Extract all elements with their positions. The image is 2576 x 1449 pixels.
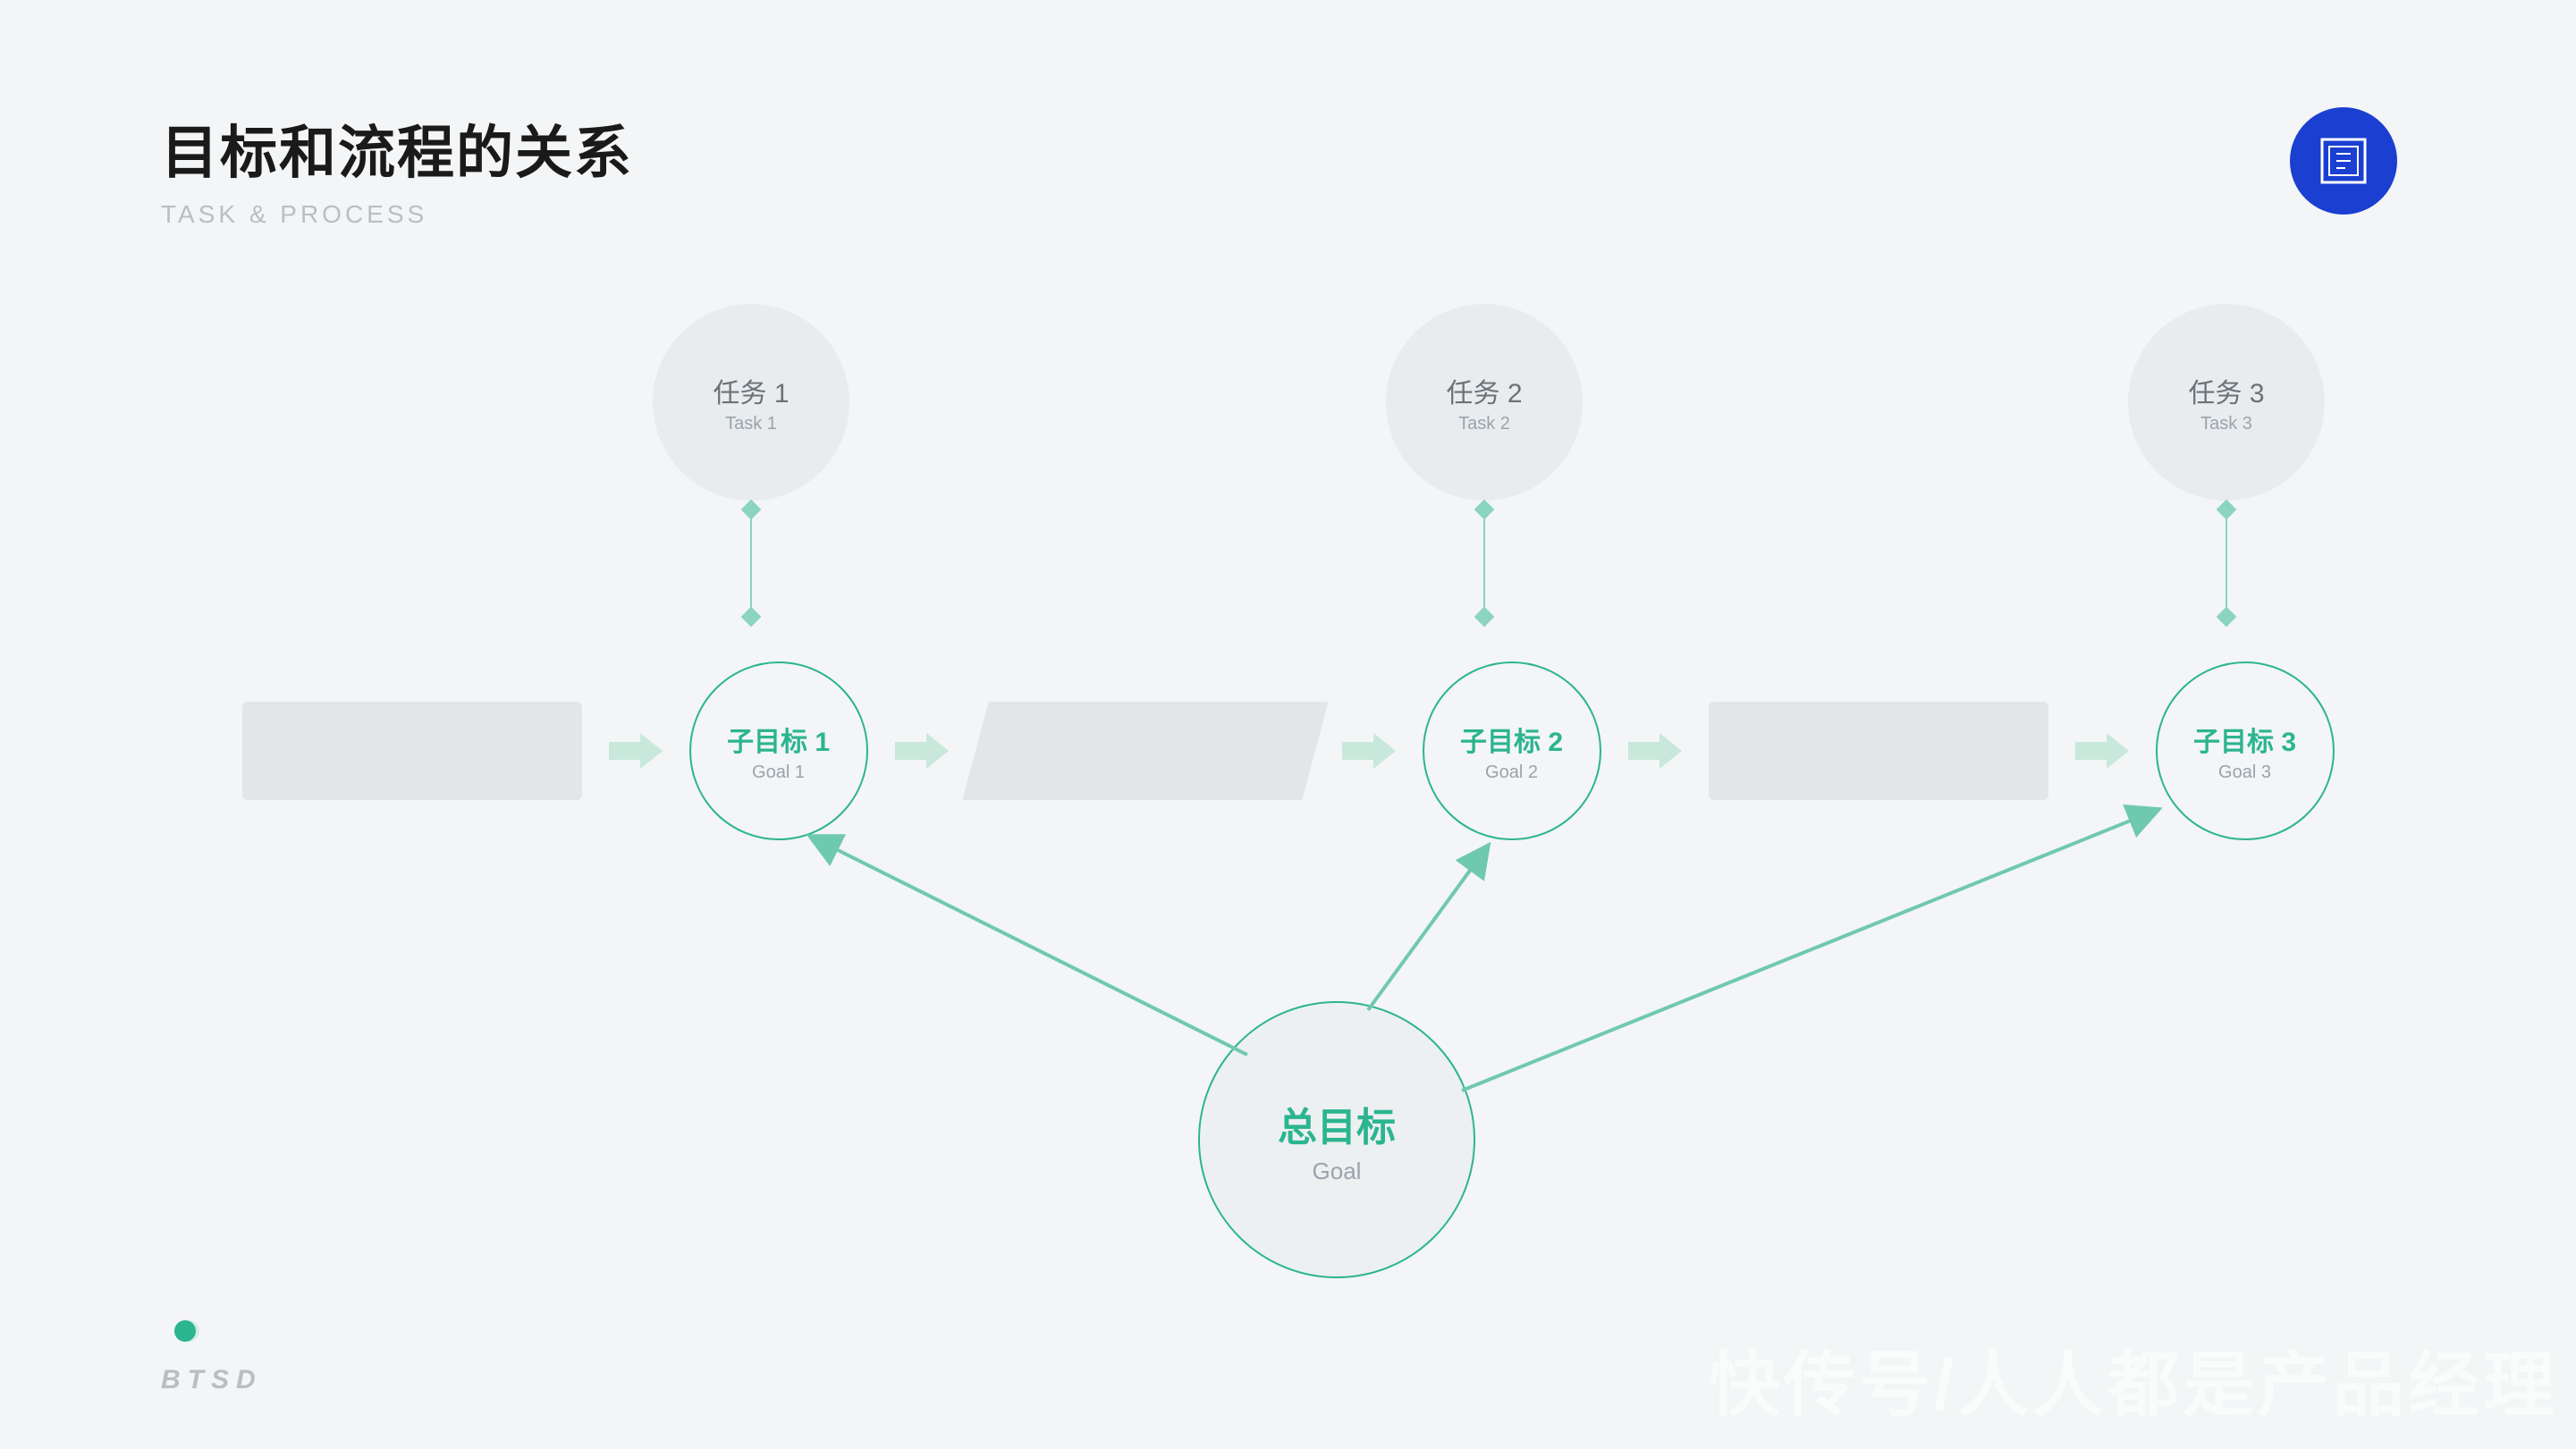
flow-row: 子目标 1 Goal 1 子目标 2 Goal 2 子目标 3 Goal 3 <box>0 661 2576 840</box>
task-node-1: 任务 1 Task 1 <box>653 304 849 501</box>
slide: 目标和流程的关系 TASK & PROCESS 任务 1 Task 1 任务 2… <box>0 0 2576 1449</box>
footer-brand: BTSD <box>161 1365 263 1395</box>
main-goal-en: Goal <box>1313 1158 1362 1185</box>
main-goal-node: 总目标 Goal <box>1198 1001 1475 1278</box>
sub-goal-3: 子目标 3 Goal 3 <box>2156 661 2335 840</box>
connector-task2-goal2 <box>1483 510 1485 617</box>
task-2-label-cn: 任务 2 <box>1446 371 1522 410</box>
sub-goal-2: 子目标 2 Goal 2 <box>1423 661 1601 840</box>
sub-goal-2-cn: 子目标 2 <box>1460 720 1563 759</box>
sub-goal-1-en: Goal 1 <box>752 762 805 783</box>
flow-arrow-1 <box>609 733 663 769</box>
sub-goal-3-en: Goal 3 <box>2218 762 2271 783</box>
task-2-label-en: Task 2 <box>1458 414 1510 434</box>
task-1-label-cn: 任务 1 <box>713 371 789 410</box>
flow-arrow-2 <box>895 733 949 769</box>
logo-badge <box>2290 107 2397 215</box>
task-3-label-cn: 任务 3 <box>2188 371 2264 410</box>
sub-goal-1-cn: 子目标 1 <box>727 720 830 759</box>
title-main: 目标和流程的关系 <box>161 107 633 190</box>
sub-goal-1: 子目标 1 Goal 1 <box>689 661 868 840</box>
sub-goal-3-cn: 子目标 3 <box>2193 720 2296 759</box>
footer-indicator-dot <box>174 1320 196 1342</box>
connector-task3-goal3 <box>2225 510 2227 617</box>
flow-arrow-3 <box>1342 733 1396 769</box>
logo-icon <box>2317 134 2370 188</box>
flow-box-3 <box>1709 702 2048 800</box>
flow-box-1 <box>242 702 582 800</box>
task-node-2: 任务 2 Task 2 <box>1386 304 1583 501</box>
flow-arrow-4 <box>1628 733 1682 769</box>
flow-box-2 <box>962 702 1328 800</box>
task-node-3: 任务 3 Task 3 <box>2128 304 2325 501</box>
task-3-label-en: Task 3 <box>2200 414 2252 434</box>
title-sub: TASK & PROCESS <box>161 200 633 229</box>
connector-task1-goal1 <box>750 510 752 617</box>
flow-arrow-5 <box>2075 733 2129 769</box>
title-block: 目标和流程的关系 TASK & PROCESS <box>161 107 633 229</box>
main-goal-cn: 总目标 <box>1278 1095 1396 1152</box>
sub-goal-2-en: Goal 2 <box>1485 762 1538 783</box>
watermark-text: 快传号/人人都是产品经理 <box>1709 1327 2558 1431</box>
task-1-label-en: Task 1 <box>725 414 777 434</box>
